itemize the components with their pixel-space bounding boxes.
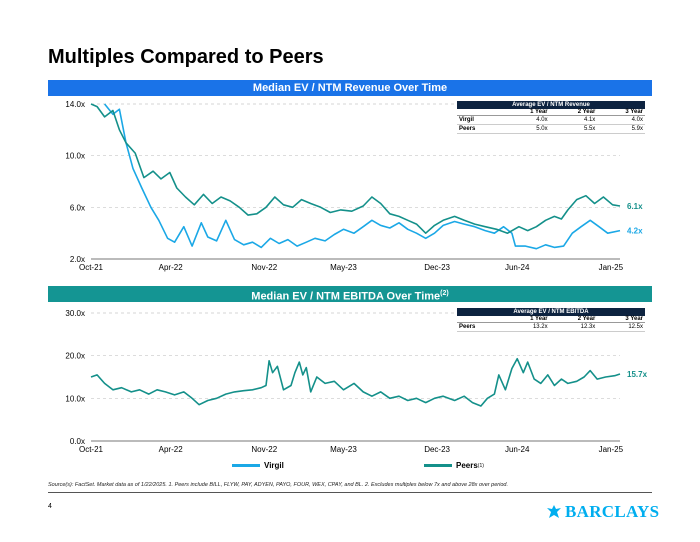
ebitda-table-header: Average EV / NTM EBITDA: [457, 308, 645, 316]
x-tick-label: Nov-22: [251, 445, 277, 454]
x-tick-label: Jun-24: [505, 445, 530, 454]
revenue-chart-title: Median EV / NTM Revenue Over Time: [252, 82, 448, 94]
x-tick-label: May-23: [330, 445, 357, 454]
source-note: Source(s): FactSet. Market data as of 1/…: [48, 482, 508, 488]
table-row: Peers 13.2x 12.3x 12.5x: [457, 322, 645, 332]
table-col-header: 2 Year: [549, 316, 598, 323]
table-col-header: 3 Year: [597, 109, 645, 116]
table-col-header: 3 Year: [597, 316, 645, 323]
legend-item-virgil: Virgil: [232, 461, 284, 470]
legend-swatch-virgil: [232, 464, 260, 467]
table-cell: 5.0x: [501, 124, 550, 134]
ebitda-average-table: Average EV / NTM EBITDA 1 Year 2 Year 3 …: [457, 308, 645, 332]
table-row-label: Peers: [457, 322, 502, 332]
footer-divider: [48, 492, 652, 493]
table-cell: 5.9x: [597, 124, 645, 134]
end-value-label: 6.1x: [627, 202, 643, 211]
x-tick-label: Apr-22: [159, 445, 184, 454]
table-row-label: Virgil: [457, 115, 502, 125]
x-tick-label: May-23: [330, 263, 357, 272]
revenue-table-header: Average EV / NTM Revenue: [457, 101, 645, 109]
y-tick-label: 10.0x: [65, 152, 85, 161]
end-value-label: 15.7x: [627, 370, 648, 379]
table-cell: 4.0x: [501, 115, 550, 125]
y-tick-label: 20.0x: [65, 352, 85, 361]
x-tick-label: Jan-25: [599, 445, 624, 454]
revenue-average-table: Average EV / NTM Revenue 1 Year 2 Year 3…: [457, 101, 645, 134]
legend-label: Virgil: [264, 461, 284, 470]
ebitda-chart-title-footnote: (2): [440, 290, 449, 297]
revenue-chart-banner: Median EV / NTM Revenue Over Time: [48, 80, 652, 96]
x-tick-label: Apr-22: [159, 263, 184, 272]
x-tick-label: Nov-22: [251, 263, 277, 272]
table-cell: 13.2x: [501, 322, 550, 332]
table-col-header: 1 Year: [501, 109, 550, 116]
ebitda-chart-title: Median EV / NTM EBITDA Over Time: [251, 290, 441, 303]
x-tick-label: Jan-25: [599, 263, 624, 272]
series-line-virgil: [103, 103, 621, 250]
legend-swatch-peers: [424, 464, 452, 467]
page-title: Multiples Compared to Peers: [48, 46, 324, 68]
legend-label: Peers: [456, 461, 478, 470]
table-cell: 12.3x: [549, 322, 598, 332]
y-tick-label: 10.0x: [65, 394, 85, 403]
legend-footnote: (1): [477, 462, 484, 469]
series-line-peers: [90, 103, 621, 234]
table-row: Peers 5.0x 5.5x 5.9x: [457, 124, 645, 134]
logo-text: BARCLAYS: [565, 502, 660, 521]
y-tick-label: 30.0x: [65, 309, 85, 318]
x-tick-label: Dec-23: [424, 445, 450, 454]
y-tick-label: 0.0x: [70, 437, 85, 446]
page-number: 4: [48, 503, 52, 510]
barclays-logo: BARCLAYS: [546, 502, 659, 522]
eagle-icon: [547, 505, 561, 518]
end-value-label: 4.2x: [627, 227, 643, 236]
y-tick-label: 14.0x: [65, 100, 85, 109]
y-tick-label: 6.0x: [70, 203, 85, 212]
x-tick-label: Oct-21: [79, 445, 104, 454]
x-tick-label: Dec-23: [424, 263, 450, 272]
series-line-peers: [90, 357, 621, 407]
x-tick-label: Jun-24: [505, 263, 530, 272]
table-cell: 4.0x: [597, 115, 645, 125]
table-cell: 12.5x: [597, 322, 645, 332]
table-col-header: 2 Year: [549, 109, 598, 116]
table-cell: 4.1x: [549, 115, 598, 125]
ebitda-chart-banner: Median EV / NTM EBITDA Over Time(2): [48, 286, 652, 303]
table-col-header: 1 Year: [501, 316, 550, 323]
table-cell: 5.5x: [549, 124, 598, 134]
legend-item-peers: Peers (1): [424, 461, 484, 470]
table-row-label: Peers: [457, 124, 502, 134]
x-tick-label: Oct-21: [79, 263, 104, 272]
y-tick-label: 2.0x: [70, 255, 85, 264]
table-row: Virgil 4.0x 4.1x 4.0x: [457, 115, 645, 125]
